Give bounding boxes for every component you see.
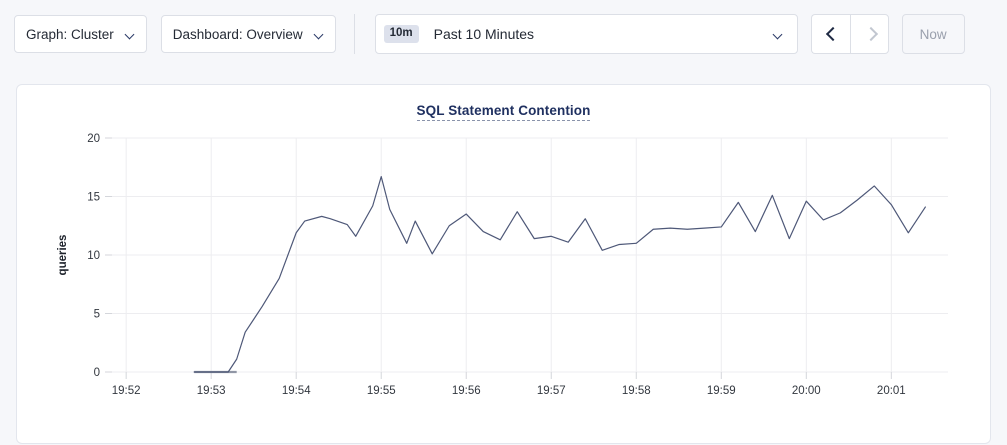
y-tick-label: 10	[87, 250, 100, 262]
y-tick-label: 15	[87, 192, 100, 204]
x-tick-label: 19:59	[707, 385, 736, 397]
x-tick-label: 19:57	[537, 385, 566, 397]
time-range-label: Past 10 Minutes	[433, 26, 535, 42]
dashboard-select-dropdown[interactable]: Dashboard: Overview	[160, 15, 336, 53]
chevron-down-icon	[774, 30, 783, 39]
chevron-down-icon	[126, 30, 135, 39]
time-nav-next-button[interactable]	[849, 14, 889, 54]
graph-select-dropdown[interactable]: Graph: Cluster	[14, 15, 147, 53]
x-tick-label: 19:53	[197, 385, 226, 397]
y-axis-title: queries	[57, 235, 69, 276]
toolbar-divider	[353, 14, 355, 54]
time-range-dropdown[interactable]: 10m Past 10 Minutes	[374, 14, 798, 54]
now-button-label: Now	[919, 26, 947, 42]
chart-title-link[interactable]: SQL Statement Contention	[416, 103, 591, 121]
y-tick-label: 5	[94, 309, 100, 321]
dashboard-select-label: Dashboard: Overview	[172, 26, 303, 42]
x-tick-label: 19:58	[622, 385, 651, 397]
x-tick-label: 19:56	[452, 385, 481, 397]
time-nav-group	[810, 14, 889, 54]
graph-select-label: Graph: Cluster	[26, 26, 114, 42]
top-toolbar: Graph: Cluster Dashboard: Overview 10m P…	[0, 0, 1007, 68]
x-tick-label: 20:00	[792, 385, 821, 397]
y-tick-label: 0	[94, 367, 100, 379]
series-line-queries	[193, 176, 926, 373]
chevron-down-icon	[315, 30, 324, 39]
time-range-badge: 10m	[383, 25, 419, 43]
y-tick-label: 20	[87, 133, 100, 145]
chart-title: SQL Statement Contention	[17, 103, 990, 121]
chevron-left-icon	[826, 29, 836, 39]
x-tick-label: 19:55	[367, 385, 396, 397]
chart-card: SQL Statement Contention 0 5 10 15 20 19:52 19…	[16, 84, 991, 444]
line-chart-plot: 0 5 10 15 20 19:52 19:53 19:54 19:55 19:56 19:57 19…	[17, 85, 992, 445]
chart-svg: 0 5 10 15 20 19:52 19:53 19:54 19:55 19:56 19:57 19…	[57, 133, 948, 397]
x-tick-label: 19:54	[282, 385, 311, 397]
x-tick-label: 19:52	[112, 385, 141, 397]
time-nav-previous-button[interactable]	[810, 14, 850, 54]
x-tick-label: 20:01	[877, 385, 906, 397]
now-button[interactable]: Now	[901, 14, 965, 54]
chevron-right-icon	[864, 29, 874, 39]
